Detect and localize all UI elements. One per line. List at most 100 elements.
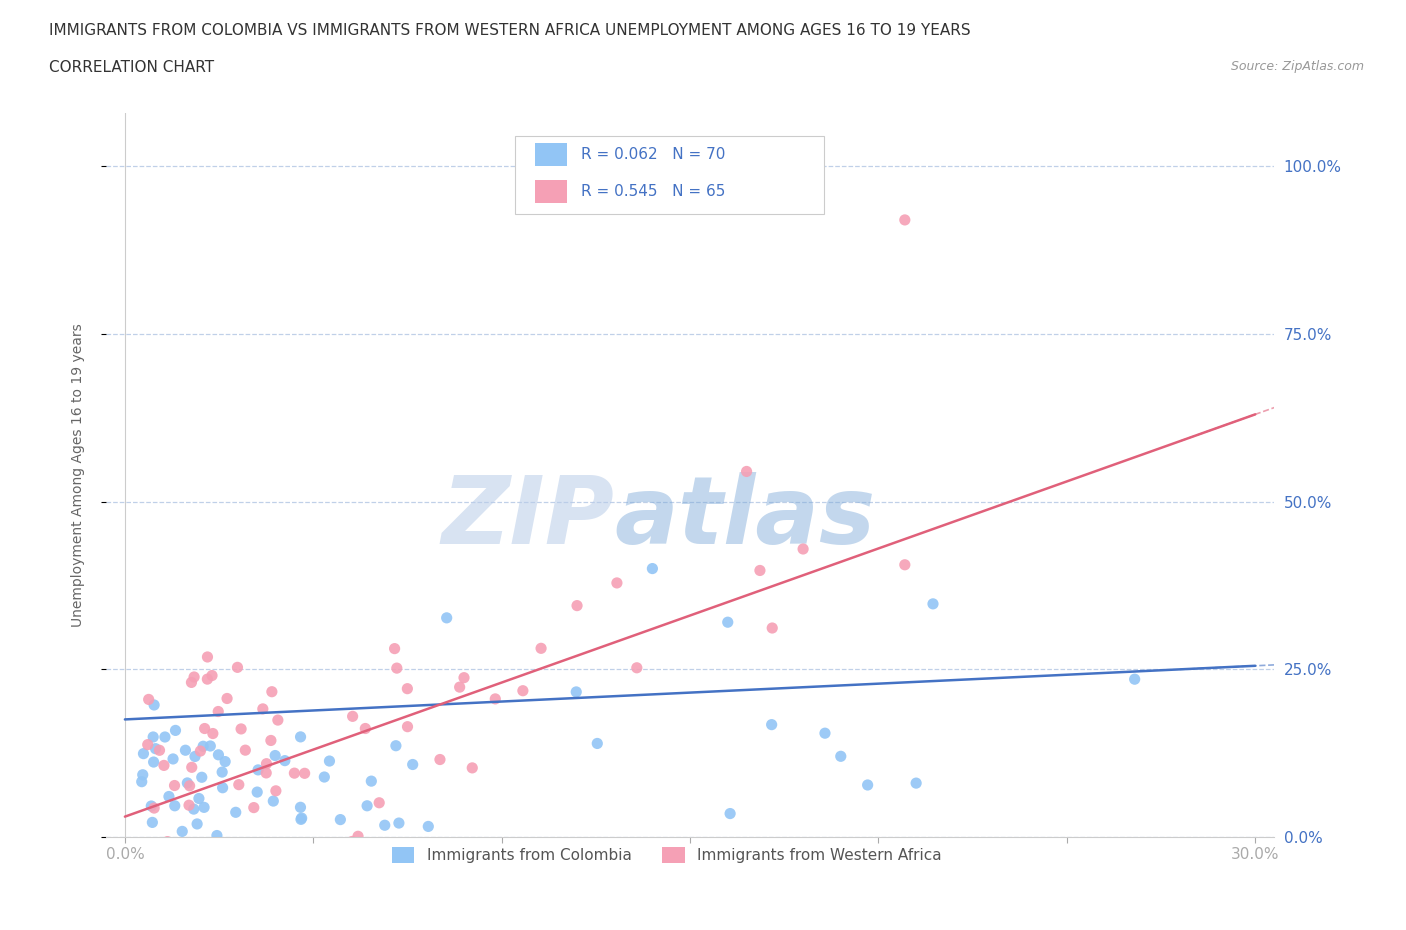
- Point: [530, 641, 553, 656]
- Point: [194, 721, 217, 736]
- Point: [512, 684, 534, 698]
- Text: CORRELATION CHART: CORRELATION CHART: [49, 60, 214, 75]
- Point: [145, 741, 167, 756]
- Point: [142, 729, 165, 744]
- Point: [385, 660, 408, 675]
- Point: [329, 812, 352, 827]
- Point: [856, 777, 879, 792]
- Point: [368, 795, 391, 810]
- Point: [201, 668, 224, 683]
- Point: [264, 783, 287, 798]
- Point: [214, 754, 236, 769]
- Point: [274, 753, 297, 768]
- Point: [388, 816, 411, 830]
- Y-axis label: Unemployment Among Ages 16 to 19 years: Unemployment Among Ages 16 to 19 years: [72, 323, 86, 627]
- Point: [384, 641, 406, 656]
- Point: [252, 701, 274, 716]
- Point: [641, 561, 664, 576]
- Point: [156, 834, 179, 849]
- Point: [262, 793, 284, 808]
- Point: [225, 804, 247, 819]
- Point: [197, 883, 219, 897]
- Point: [267, 712, 290, 727]
- Point: [141, 799, 163, 814]
- Point: [347, 829, 370, 844]
- Text: Source: ZipAtlas.com: Source: ZipAtlas.com: [1230, 60, 1364, 73]
- Point: [132, 866, 155, 881]
- Point: [792, 541, 814, 556]
- Point: [165, 723, 187, 737]
- Point: [183, 802, 205, 817]
- Point: [360, 774, 382, 789]
- Point: [163, 798, 186, 813]
- Point: [385, 738, 408, 753]
- Legend: Immigrants from Colombia, Immigrants from Western Africa: Immigrants from Colombia, Immigrants fro…: [385, 841, 948, 869]
- Point: [586, 736, 609, 751]
- Point: [142, 754, 165, 769]
- Point: [260, 684, 283, 699]
- Point: [354, 721, 377, 736]
- Point: [176, 776, 198, 790]
- Text: ZIP: ZIP: [441, 472, 614, 565]
- Point: [814, 725, 837, 740]
- Point: [132, 746, 155, 761]
- Point: [153, 729, 176, 744]
- Point: [429, 752, 451, 767]
- Point: [264, 748, 287, 763]
- Point: [177, 798, 200, 813]
- Point: [143, 698, 166, 712]
- Point: [197, 649, 219, 664]
- Point: [190, 744, 212, 759]
- Point: [153, 758, 176, 773]
- Point: [922, 596, 945, 611]
- Point: [163, 778, 186, 793]
- Point: [211, 780, 233, 795]
- Point: [118, 865, 141, 880]
- Point: [830, 749, 852, 764]
- Point: [1123, 671, 1146, 686]
- Point: [256, 756, 278, 771]
- Point: [233, 743, 256, 758]
- Point: [148, 743, 170, 758]
- Point: [207, 704, 229, 719]
- Point: [396, 719, 419, 734]
- Text: R = 0.062   N = 70: R = 0.062 N = 70: [582, 147, 725, 162]
- Point: [191, 770, 214, 785]
- Point: [193, 800, 215, 815]
- Point: [195, 671, 218, 686]
- Point: [453, 671, 475, 685]
- Point: [128, 858, 150, 873]
- Point: [183, 670, 205, 684]
- Point: [565, 684, 588, 699]
- Point: [342, 709, 364, 724]
- Point: [894, 557, 917, 572]
- Point: [179, 836, 201, 851]
- Point: [226, 660, 249, 675]
- Point: [172, 824, 194, 839]
- Point: [291, 811, 314, 826]
- Point: [290, 800, 312, 815]
- Point: [565, 598, 588, 613]
- Point: [436, 610, 458, 625]
- Point: [205, 828, 228, 843]
- Point: [748, 563, 770, 578]
- Point: [129, 858, 152, 873]
- Point: [215, 691, 238, 706]
- Point: [184, 864, 207, 879]
- Bar: [534, 180, 568, 203]
- Point: [200, 738, 222, 753]
- Point: [290, 729, 312, 744]
- Point: [717, 615, 740, 630]
- Text: atlas: atlas: [614, 472, 876, 565]
- Point: [243, 800, 266, 815]
- Point: [138, 692, 160, 707]
- Point: [155, 883, 177, 897]
- Point: [143, 801, 166, 816]
- Point: [449, 680, 471, 695]
- Point: [201, 726, 224, 741]
- Text: R = 0.545   N = 65: R = 0.545 N = 65: [582, 184, 725, 199]
- Point: [761, 620, 783, 635]
- Point: [484, 692, 506, 707]
- Point: [184, 749, 207, 764]
- Point: [314, 770, 336, 785]
